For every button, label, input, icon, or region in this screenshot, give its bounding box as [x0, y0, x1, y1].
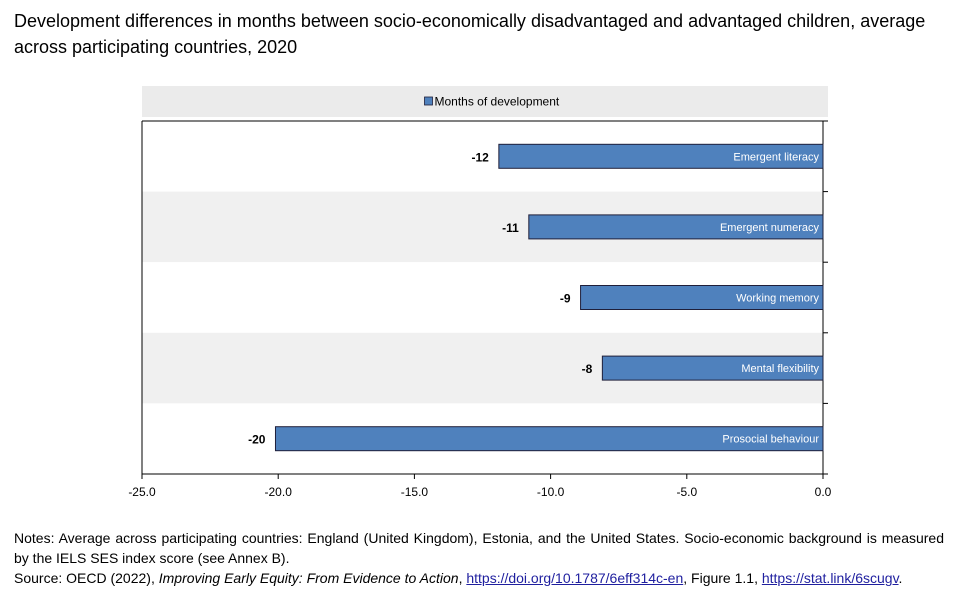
x-tick-label: 0.0	[815, 485, 832, 499]
x-tick-label: -20.0	[265, 485, 293, 499]
data-label: -11	[502, 221, 519, 235]
legend-label: Months of development	[435, 95, 560, 109]
x-tick-label: -25.0	[128, 485, 156, 499]
data-label: -12	[472, 150, 490, 164]
x-tick-label: -10.0	[537, 485, 565, 499]
bar-category-label: Working memory	[736, 293, 819, 305]
data-label: -8	[582, 362, 593, 376]
data-label: -20	[248, 433, 266, 447]
x-axis-ticks: -25.0 -20.0 -15.0 -10.0 -5.0 0.0	[128, 474, 832, 499]
legend-swatch	[424, 96, 433, 106]
bar	[274, 426, 824, 452]
stat-link[interactable]: https://stat.link/6scugv	[761, 570, 899, 586]
bar-category-label: Prosocial behaviour	[722, 434, 819, 446]
notes: Notes: Average across participating coun…	[14, 528, 944, 588]
source-line: Source: OECD (2022), Improving Early Equ…	[14, 570, 903, 586]
bar	[580, 285, 824, 310]
bar	[601, 355, 824, 381]
bars: Emergent literacy -12 Emergent numeracy -11…	[248, 143, 824, 452]
bar	[498, 143, 824, 169]
x-tick-label: -5.0	[676, 485, 697, 499]
bar-category-label: Mental flexibility	[741, 363, 819, 375]
notes-text: Notes: Average across participating coun…	[14, 530, 944, 566]
bar	[528, 214, 824, 240]
plot-bands	[142, 121, 823, 474]
data-label: -9	[560, 292, 571, 306]
axes	[141, 120, 828, 475]
bar-category-label: Emergent numeracy	[720, 222, 820, 234]
doi-link[interactable]: https://doi.org/10.1787/6eff314c-en	[466, 570, 684, 586]
source-title: Improving Early Equity: From Evidence to…	[158, 570, 459, 586]
legend-background	[142, 86, 828, 117]
bar-chart: Months of development Emergent literacy -…	[128, 86, 832, 499]
x-tick-label: -15.0	[401, 485, 429, 499]
bar-category-label: Emergent literacy	[733, 151, 819, 163]
chart-title: Development differences in months betwee…	[14, 11, 926, 57]
legend: Months of development	[142, 86, 828, 117]
